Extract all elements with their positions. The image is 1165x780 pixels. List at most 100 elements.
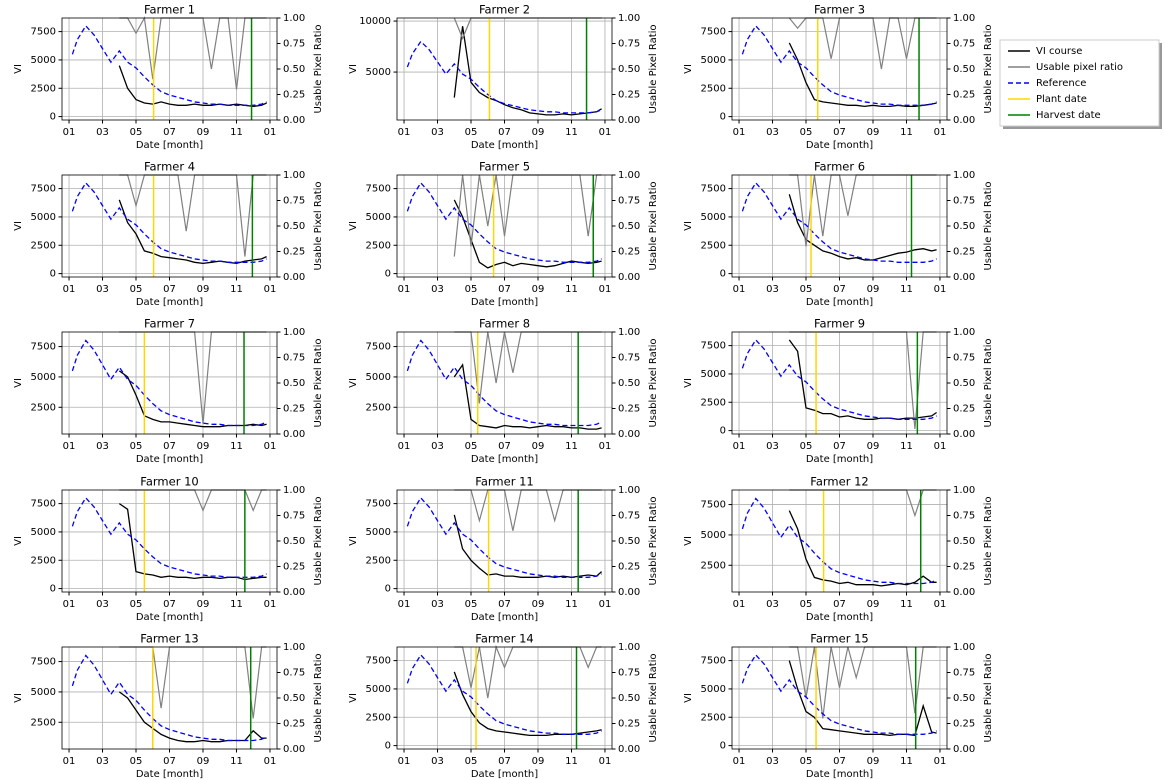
y-tick-label: 5000 — [366, 527, 391, 538]
x-tick-label: 05 — [130, 441, 143, 452]
x-tick-label: 09 — [867, 284, 880, 295]
y-tick-label: 2500 — [31, 555, 56, 566]
plot-frame — [396, 489, 613, 593]
x-tick-label: 11 — [565, 127, 578, 138]
y-tick-label: 7500 — [366, 656, 391, 667]
y-tick-label: 7500 — [31, 342, 56, 353]
y-tick-label: 0 — [385, 741, 391, 752]
y-tick-label: 5000 — [31, 212, 56, 223]
x-tick-label: 09 — [532, 441, 545, 452]
y-tick-label: 7500 — [31, 27, 56, 38]
panel-title: Farmer 2 — [479, 3, 530, 17]
y-axis-label: VI — [13, 536, 24, 546]
y2-tick-label: 0.00 — [283, 272, 305, 283]
x-tick-label: 01 — [934, 756, 947, 767]
y-tick-label: 2500 — [31, 402, 56, 413]
y-tick-label: 0 — [50, 584, 56, 595]
series-line — [789, 646, 937, 719]
series-line — [789, 331, 937, 429]
legend-label: Harvest date — [1036, 110, 1101, 121]
y2-axis-label: Usable Pixel Ratio — [983, 24, 994, 113]
y-axis-label: VI — [348, 536, 359, 546]
x-tick-label: 11 — [900, 599, 913, 610]
y-tick-label: 0 — [50, 269, 56, 280]
x-tick-label: 11 — [230, 599, 243, 610]
panel-title: Farmer 8 — [479, 317, 530, 331]
x-tick-label: 05 — [465, 284, 478, 295]
y-tick-label: 7500 — [31, 184, 56, 195]
panel-title: Farmer 1 — [144, 3, 195, 17]
x-tick-label: 03 — [96, 441, 109, 452]
y2-axis-label: Usable Pixel Ratio — [648, 338, 659, 427]
x-tick-label: 11 — [565, 284, 578, 295]
plot-frame — [396, 17, 613, 121]
x-axis-label: Date [month] — [806, 140, 873, 151]
y2-axis-label: Usable Pixel Ratio — [983, 338, 994, 427]
y2-tick-label: 1.00 — [283, 485, 305, 496]
series-line — [406, 339, 602, 427]
x-tick-label: 09 — [867, 756, 880, 767]
x-tick-label: 07 — [833, 284, 846, 295]
y2-axis-label: Usable Pixel Ratio — [983, 496, 994, 585]
y-tick-label: 2500 — [701, 560, 726, 571]
x-tick-label: 01 — [934, 441, 947, 452]
y-tick-label: 7500 — [366, 342, 391, 353]
panel-title: Farmer 13 — [140, 632, 198, 646]
y2-axis-label: Usable Pixel Ratio — [983, 653, 994, 742]
y2-tick-label: 0.75 — [283, 668, 305, 679]
y2-tick-label: 0.00 — [953, 744, 975, 755]
series-line — [118, 691, 267, 743]
series-line — [789, 489, 937, 518]
series-line — [788, 510, 937, 587]
x-tick-label: 01 — [599, 756, 612, 767]
series-line — [71, 496, 267, 578]
plot-frame — [61, 174, 278, 278]
x-tick-label: 11 — [565, 441, 578, 452]
y2-axis-label: Usable Pixel Ratio — [313, 653, 324, 742]
y2-tick-label: 0.50 — [283, 64, 305, 75]
y-tick-label: 5000 — [701, 530, 726, 541]
x-axis-label: Date [month] — [471, 769, 538, 780]
x-tick-label: 11 — [900, 756, 913, 767]
y2-axis-label: Usable Pixel Ratio — [648, 181, 659, 270]
legend-label: Reference — [1036, 78, 1086, 89]
panel-title: Farmer 14 — [475, 632, 533, 646]
series-line — [406, 40, 602, 114]
x-tick-label: 01 — [398, 441, 411, 452]
plot-frame — [731, 331, 948, 435]
y-tick-label: 0 — [720, 269, 726, 280]
y-tick-label: 2500 — [31, 83, 56, 94]
legend-label: Plant date — [1036, 94, 1087, 105]
y2-tick-label: 0.00 — [953, 587, 975, 598]
x-tick-label: 09 — [197, 284, 210, 295]
x-tick-label: 03 — [96, 284, 109, 295]
x-tick-label: 11 — [230, 284, 243, 295]
y2-tick-label: 0.25 — [283, 562, 305, 573]
series-line — [788, 17, 937, 70]
y-axis-label: VI — [683, 693, 694, 703]
y2-tick-label: 0.75 — [953, 511, 975, 522]
y-tick-label: 5000 — [31, 372, 56, 383]
y2-tick-label: 0.50 — [618, 64, 640, 75]
y-tick-label: 5000 — [366, 372, 391, 383]
series-line — [119, 646, 267, 719]
y2-tick-label: 0.50 — [953, 221, 975, 232]
y-tick-label: 0 — [385, 584, 391, 595]
x-axis-label: Date [month] — [471, 612, 538, 623]
x-tick-label: 03 — [766, 599, 779, 610]
x-tick-label: 07 — [833, 756, 846, 767]
x-tick-label: 03 — [431, 756, 444, 767]
panel-title: Farmer 6 — [814, 160, 865, 174]
x-tick-label: 05 — [130, 599, 143, 610]
y2-axis-label: Usable Pixel Ratio — [648, 653, 659, 742]
panel-title: Farmer 9 — [814, 317, 865, 331]
y2-tick-label: 1.00 — [618, 642, 640, 653]
series-line — [453, 514, 603, 578]
y2-tick-label: 0.50 — [283, 378, 305, 389]
x-tick-label: 01 — [934, 599, 947, 610]
y2-tick-label: 0.75 — [618, 353, 640, 364]
legend-label: Usable pixel ratio — [1036, 62, 1123, 73]
y2-tick-label: 0.00 — [953, 115, 975, 126]
